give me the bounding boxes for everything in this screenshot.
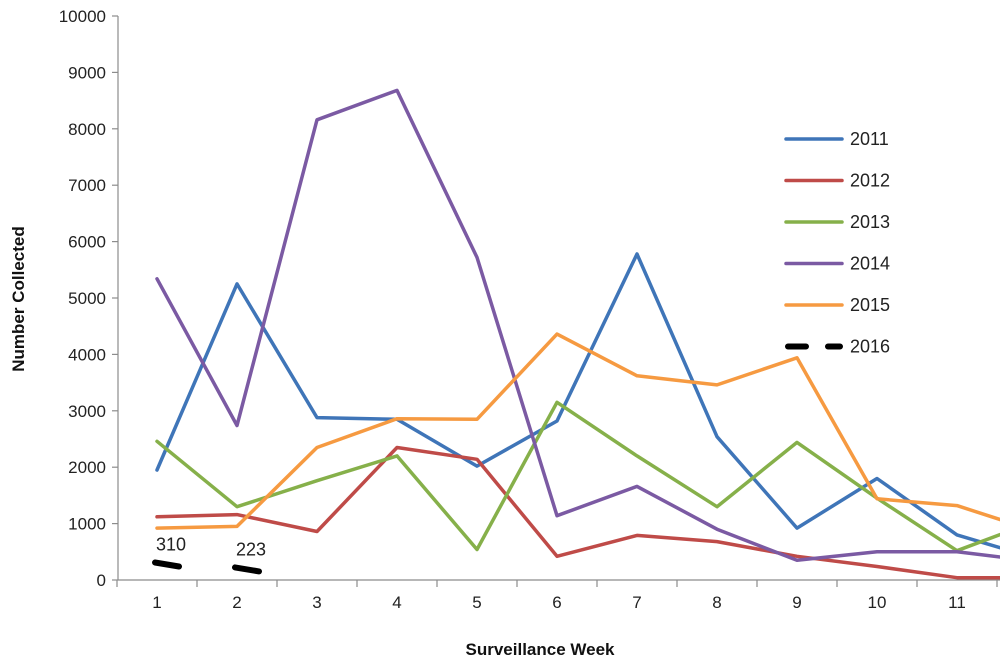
y-tick-label: 4000 xyxy=(68,345,106,364)
y-tick-label: 1000 xyxy=(68,515,106,534)
series-layer xyxy=(152,88,1000,580)
x-tick-label: 2 xyxy=(232,593,241,612)
x-ticks: 1 2 3 4 5 6 7 8 9 10 11 xyxy=(116,580,998,612)
x-tick-label: 5 xyxy=(472,593,481,612)
x-tick-label: 7 xyxy=(632,593,641,612)
x-tick-label: 9 xyxy=(792,593,801,612)
series-line-2015 xyxy=(155,332,1000,530)
y-tick-label: 7000 xyxy=(68,176,106,195)
y-tick-label: 9000 xyxy=(68,63,106,82)
series-line-2014 xyxy=(155,88,1000,563)
x-tick-label: 1 xyxy=(152,593,161,612)
y-tick-label: 6000 xyxy=(68,233,106,252)
legend-label-2013: 2013 xyxy=(850,212,890,232)
series-line-2013 xyxy=(155,400,1000,553)
y-tick-label: 3000 xyxy=(68,402,106,421)
y-tick-label: 2000 xyxy=(68,458,106,477)
series-mark-2016 xyxy=(152,559,182,570)
legend-label-2016: 2016 xyxy=(850,337,890,357)
x-tick-label: 10 xyxy=(868,593,887,612)
legend-label-2015: 2015 xyxy=(850,295,890,315)
series-line-2011 xyxy=(155,252,1000,550)
y-tick-label: 5000 xyxy=(68,289,106,308)
x-tick-label: 4 xyxy=(392,593,401,612)
legend: 2011 2012 2013 2014 2015 2016 xyxy=(784,129,890,357)
y-tick-label: 0 xyxy=(97,571,106,590)
x-tick-label: 6 xyxy=(552,593,561,612)
series-mark-2016 xyxy=(232,564,262,575)
x-tick-label: 8 xyxy=(712,593,721,612)
data-label-2016: 310 xyxy=(156,535,186,555)
series-line-2012 xyxy=(155,445,1000,580)
y-axis-title: Number Collected xyxy=(9,226,28,371)
data-labels: 310 223 xyxy=(156,535,266,560)
y-tick-label: 8000 xyxy=(68,120,106,139)
y-ticks: 0 1000 2000 3000 4000 5000 6000 7000 8000 9000 100… xyxy=(59,7,118,590)
legend-label-2012: 2012 xyxy=(850,171,890,191)
legend-label-2011: 2011 xyxy=(850,129,889,149)
x-tick-label: 3 xyxy=(312,593,321,612)
y-tick-label: 10000 xyxy=(59,7,106,26)
legend-label-2014: 2014 xyxy=(850,254,890,274)
x-axis-title: Surveillance Week xyxy=(466,640,616,659)
data-label-2016: 223 xyxy=(236,539,266,559)
x-tick-label: 11 xyxy=(948,593,966,612)
